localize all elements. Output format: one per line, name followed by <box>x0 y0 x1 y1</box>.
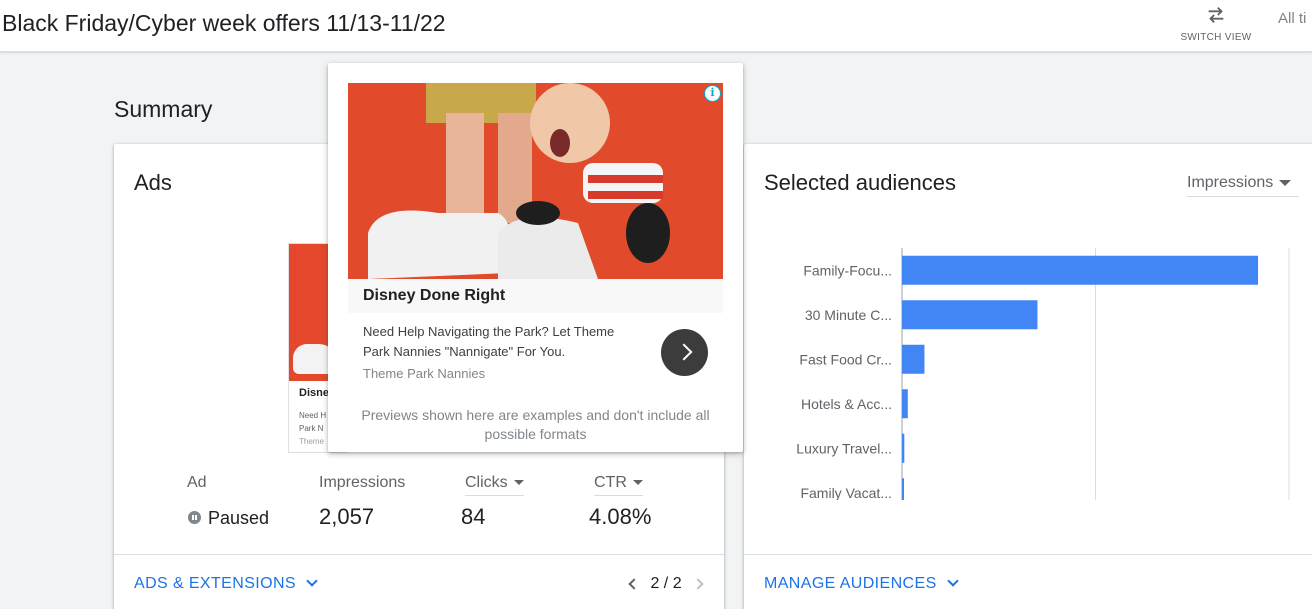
ctr-label: CTR <box>594 474 627 491</box>
audiences-card-title: Selected audiences <box>764 170 957 195</box>
ad-status: Paused <box>208 508 270 528</box>
paused-icon <box>188 511 201 524</box>
ads-extensions-link[interactable]: ADS & EXTENSIONS <box>134 575 318 593</box>
clicks-label: Clicks <box>465 474 508 491</box>
ad-preview-popup: i Disney Done Right Need Help Navigating… <box>328 63 743 452</box>
switch-view-button[interactable]: SWITCH VIEW <box>1176 2 1256 50</box>
chevron-right-icon[interactable] <box>692 578 704 590</box>
ad-preview-advertiser: Theme Park Nannies <box>363 366 486 381</box>
date-range-selector[interactable]: All ti <box>1278 10 1307 27</box>
chart-bar <box>902 300 1038 330</box>
chart-bar <box>902 478 904 500</box>
pager-text: 2 / 2 <box>650 575 682 592</box>
ad-pager: 2 / 2 <box>628 575 704 593</box>
chart-category-label: Hotels & Acc... <box>801 396 892 412</box>
summary-heading: Summary <box>114 96 213 122</box>
ad-thumbnail-desc: Need H Park N <box>299 411 327 433</box>
chevron-left-icon[interactable] <box>628 578 640 590</box>
ad-photo-illustration <box>348 83 723 279</box>
caret-down-icon <box>513 480 524 486</box>
caret-down-icon <box>632 480 643 486</box>
ads-extensions-label: ADS & EXTENSIONS <box>134 575 296 592</box>
metric-selector[interactable]: Impressions <box>1187 174 1299 197</box>
clicks-value: 84 <box>461 504 486 529</box>
chevron-down-icon <box>306 575 318 587</box>
chart-category-label: Fast Food Cr... <box>799 351 892 367</box>
metric-selector-label: Impressions <box>1187 174 1274 191</box>
ad-preview-open-button[interactable] <box>661 329 708 376</box>
page-title: Black Friday/Cyber week offers 11/13-11/… <box>2 10 446 36</box>
manage-audiences-label: MANAGE AUDIENCES <box>764 575 937 592</box>
audiences-bar-chart: Family-Focu... 30 Minute C... Fast Food Cr… <box>796 248 1290 500</box>
ad-thumbnail-headline: Disne <box>299 387 329 399</box>
manage-audiences-link[interactable]: MANAGE AUDIENCES <box>764 575 959 593</box>
top-bar: Black Friday/Cyber week offers 11/13-11/… <box>0 0 1312 52</box>
chart-bar <box>902 433 905 463</box>
chart-bar <box>902 344 925 374</box>
adchoices-info-icon[interactable]: i <box>704 85 721 102</box>
chart-category-label: Family Vacat... <box>800 485 892 500</box>
audiences-card-footer: MANAGE AUDIENCES <box>744 554 1312 609</box>
audiences-card: Selected audiences Impressions Family-Fo… <box>744 144 1312 609</box>
ctr-value: 4.08% <box>589 504 652 529</box>
switch-view-label: SWITCH VIEW <box>1180 32 1252 43</box>
ad-column-label: Ad <box>187 474 207 491</box>
chart-bar <box>902 389 908 419</box>
clicks-dropdown[interactable]: Clicks <box>465 474 524 496</box>
ads-card-footer: ADS & EXTENSIONS 2 / 2 <box>114 554 724 609</box>
chart-category-label: Luxury Travel... <box>796 440 892 456</box>
impressions-value: 2,057 <box>319 504 375 529</box>
chevron-down-icon <box>947 575 959 587</box>
swap-arrows-icon <box>1208 7 1224 23</box>
chart-category-label: Family-Focu... <box>803 262 892 278</box>
impressions-label: Impressions <box>319 474 406 491</box>
ctr-dropdown[interactable]: CTR <box>594 474 643 496</box>
ad-preview-headline: Disney Done Right <box>348 279 723 313</box>
ad-preview-image: i <box>348 83 723 279</box>
chart-bar <box>902 255 1259 285</box>
ad-thumbnail-advertiser: Theme <box>299 437 324 446</box>
ads-card-title: Ads <box>134 170 172 195</box>
caret-down-icon <box>1279 179 1292 186</box>
ad-preview-description: Need Help Navigating the Park? Let Theme… <box>363 324 615 359</box>
chart-category-label: 30 Minute C... <box>805 307 892 323</box>
preview-disclaimer: Previews shown here are examples and don… <box>361 407 710 442</box>
